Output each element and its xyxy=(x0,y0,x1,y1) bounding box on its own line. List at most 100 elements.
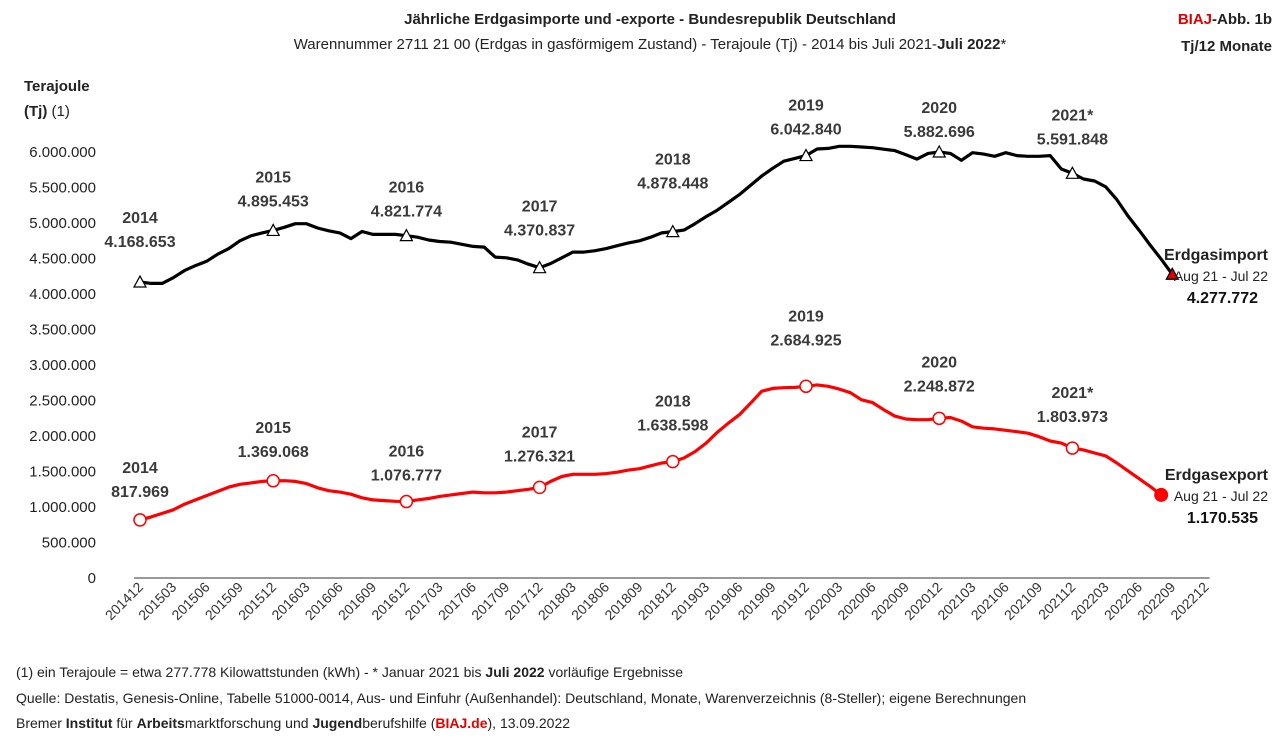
figure-label: BIAJ-Abb. 1b xyxy=(1178,11,1272,28)
y-tick-label: 5.000.000 xyxy=(29,215,96,232)
y-tick-label: 6.000.000 xyxy=(29,144,96,161)
y-axis-label-line1: Terajoule xyxy=(24,78,90,95)
export-series-line xyxy=(138,383,1163,522)
annotation-year: 2018 xyxy=(655,152,691,169)
fn-i: ), 13.09.2022 xyxy=(487,715,571,731)
footnote-1-text: (1) ein Terajoule = etwa 277.778 Kilowat… xyxy=(16,664,486,680)
y-tick-label: 4.500.000 xyxy=(29,251,96,268)
import-year-marker xyxy=(932,144,947,158)
fn-c: für xyxy=(112,715,137,731)
annotation-value: 6.042.840 xyxy=(770,122,841,139)
annotation-value: 4.895.453 xyxy=(238,193,309,210)
footnote-1-end: vorläufige Ergebnisse xyxy=(544,664,684,680)
x-tick-label: 202109 xyxy=(1001,579,1045,623)
export-year-marker xyxy=(532,480,547,495)
import-year-marker xyxy=(532,260,547,274)
subtitle-main: Warennummer 2711 21 00 (Erdgas in gasför… xyxy=(293,36,938,53)
footnote-1: (1) ein Terajoule = etwa 277.778 Kilowat… xyxy=(16,664,683,680)
end-value-label: 1.170.535 xyxy=(1187,510,1258,527)
chart-title: Jährliche Erdgasimporte und -exporte - B… xyxy=(404,11,896,28)
annotation-value: 4.168.653 xyxy=(104,234,175,251)
import-year-marker xyxy=(266,223,281,237)
y-tick-label: 3.000.000 xyxy=(29,357,96,374)
x-tick-label: 202212 xyxy=(1167,579,1211,623)
y-axis-label: Terajoule (Tj) (1) xyxy=(24,74,90,124)
annotation-value: 817.969 xyxy=(111,484,169,501)
export-year-marker xyxy=(932,411,946,426)
annotation-value: 4.821.774 xyxy=(371,204,442,221)
annotation-value: 1.638.598 xyxy=(637,418,708,435)
biaj-brand: BIAJ xyxy=(1177,11,1212,28)
annotation-year: 2020 xyxy=(921,354,957,371)
y-tick-label: 500.000 xyxy=(42,535,96,552)
chart-subtitle: Warennummer 2711 21 00 (Erdgas in gasför… xyxy=(0,36,1288,53)
y-axis-label-tj: (Tj) xyxy=(24,103,48,120)
annotation-year: 2015 xyxy=(255,420,291,437)
subtitle-bold: Juli 2022 xyxy=(937,36,1001,53)
fn-f: Jugend xyxy=(312,715,363,731)
y-tick-label: 3.500.000 xyxy=(29,322,96,339)
fn-e: marktforschung und xyxy=(184,715,313,731)
subtitle-asterisk: * xyxy=(1000,36,1007,53)
annotation-year: 2021* xyxy=(1051,107,1094,124)
y-tick-label: 0 xyxy=(88,570,96,587)
import-end-label: Erdgasimport xyxy=(1164,247,1269,264)
y-tick-label: 1.500.000 xyxy=(29,464,96,481)
y-tick-label: 2.500.000 xyxy=(29,393,96,410)
end-value-label: 4.277.772 xyxy=(1187,290,1258,307)
y-axis-label-note: (1) xyxy=(47,103,70,120)
import-year-marker xyxy=(399,228,414,242)
footnote-source: Quelle: Destatis, Genesis-Online, Tabell… xyxy=(16,690,1027,706)
import-year-marker xyxy=(1065,166,1080,179)
annotation-year: 2016 xyxy=(389,444,425,461)
export-year-marker xyxy=(1065,441,1080,455)
y-tick-label: 1.000.000 xyxy=(29,499,96,516)
annotation-value: 1.369.068 xyxy=(238,444,309,461)
annotation-value: 5.591.848 xyxy=(1037,131,1108,148)
export-year-marker xyxy=(133,513,147,527)
annotation-year: 2014 xyxy=(122,210,158,227)
annotation-value: 1.276.321 xyxy=(504,448,575,465)
export-year-marker xyxy=(666,454,680,469)
import-end-marker xyxy=(1165,267,1180,280)
annotation-value: 2.684.925 xyxy=(770,332,841,349)
annotation-year: 2017 xyxy=(522,199,558,216)
annotation-value: 1.803.973 xyxy=(1037,409,1108,426)
annotation-value: 4.370.837 xyxy=(504,223,575,240)
unit-label: Tj/12 Monate xyxy=(1181,38,1272,55)
annotation-value: 5.882.696 xyxy=(904,124,975,141)
annotation-year: 2014 xyxy=(122,460,158,477)
export-end-marker xyxy=(1154,487,1169,502)
fn-b: Institut xyxy=(65,715,113,731)
footnote-1-bold: Juli 2022 xyxy=(485,664,545,680)
annotation-year: 2017 xyxy=(522,424,558,441)
y-tick-label: 4.000.000 xyxy=(29,286,96,303)
import-series-line xyxy=(138,144,1174,285)
end-period-label: Aug 21 - Jul 22 xyxy=(1174,488,1268,504)
import-year-marker xyxy=(798,148,814,162)
fn-a: Bremer xyxy=(16,715,66,731)
end-period-label: Aug 21 - Jul 22 xyxy=(1174,268,1268,284)
y-tick-label: 5.500.000 xyxy=(29,180,96,197)
fn-d: Arbeits xyxy=(136,715,185,731)
export-year-marker xyxy=(799,379,813,394)
figure-number: -Abb. 1b xyxy=(1212,11,1272,28)
export-year-marker xyxy=(399,494,414,509)
annotation-year: 2015 xyxy=(255,169,291,186)
annotation-year: 2020 xyxy=(921,100,957,117)
y-tick-label: 2.000.000 xyxy=(29,428,96,445)
annotation-value: 1.076.777 xyxy=(371,468,442,485)
annotation-value: 4.878.448 xyxy=(637,176,708,193)
annotation-year: 2019 xyxy=(788,308,824,325)
fn-g: berufshilfe ( xyxy=(362,715,436,731)
annotation-year: 2021* xyxy=(1051,385,1094,402)
annotation-year: 2018 xyxy=(655,394,691,411)
footnote-institute: Bremer Institut für Arbeitsmarktforschun… xyxy=(16,715,570,731)
annotation-value: 2.248.872 xyxy=(904,378,975,395)
import-year-marker xyxy=(132,274,148,288)
export-year-marker xyxy=(266,474,280,488)
export-end-label: Erdgasexport xyxy=(1165,467,1269,484)
biaj-link[interactable]: BIAJ.de xyxy=(435,715,488,731)
import-year-marker xyxy=(665,224,680,238)
